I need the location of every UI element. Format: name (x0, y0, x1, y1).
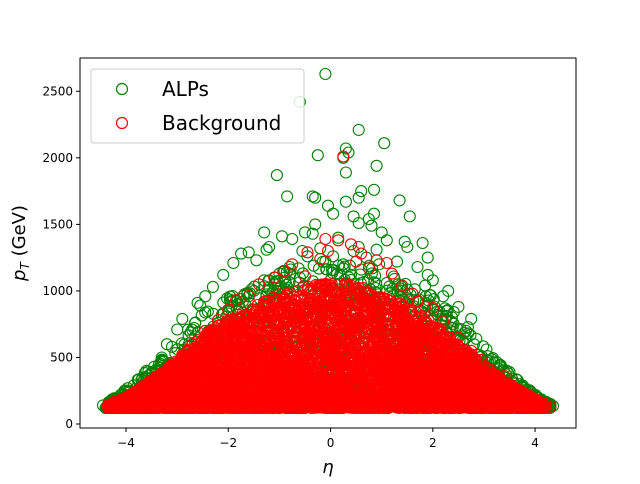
scatter-chart: −4 −2 0 2 4 0 500 1000 1500 2000 2500 η pT (GeV) … (0, 0, 640, 480)
chart-canvas: −4 −2 0 2 4 05001000150020002500 η pT (GeV) … (0, 0, 640, 480)
